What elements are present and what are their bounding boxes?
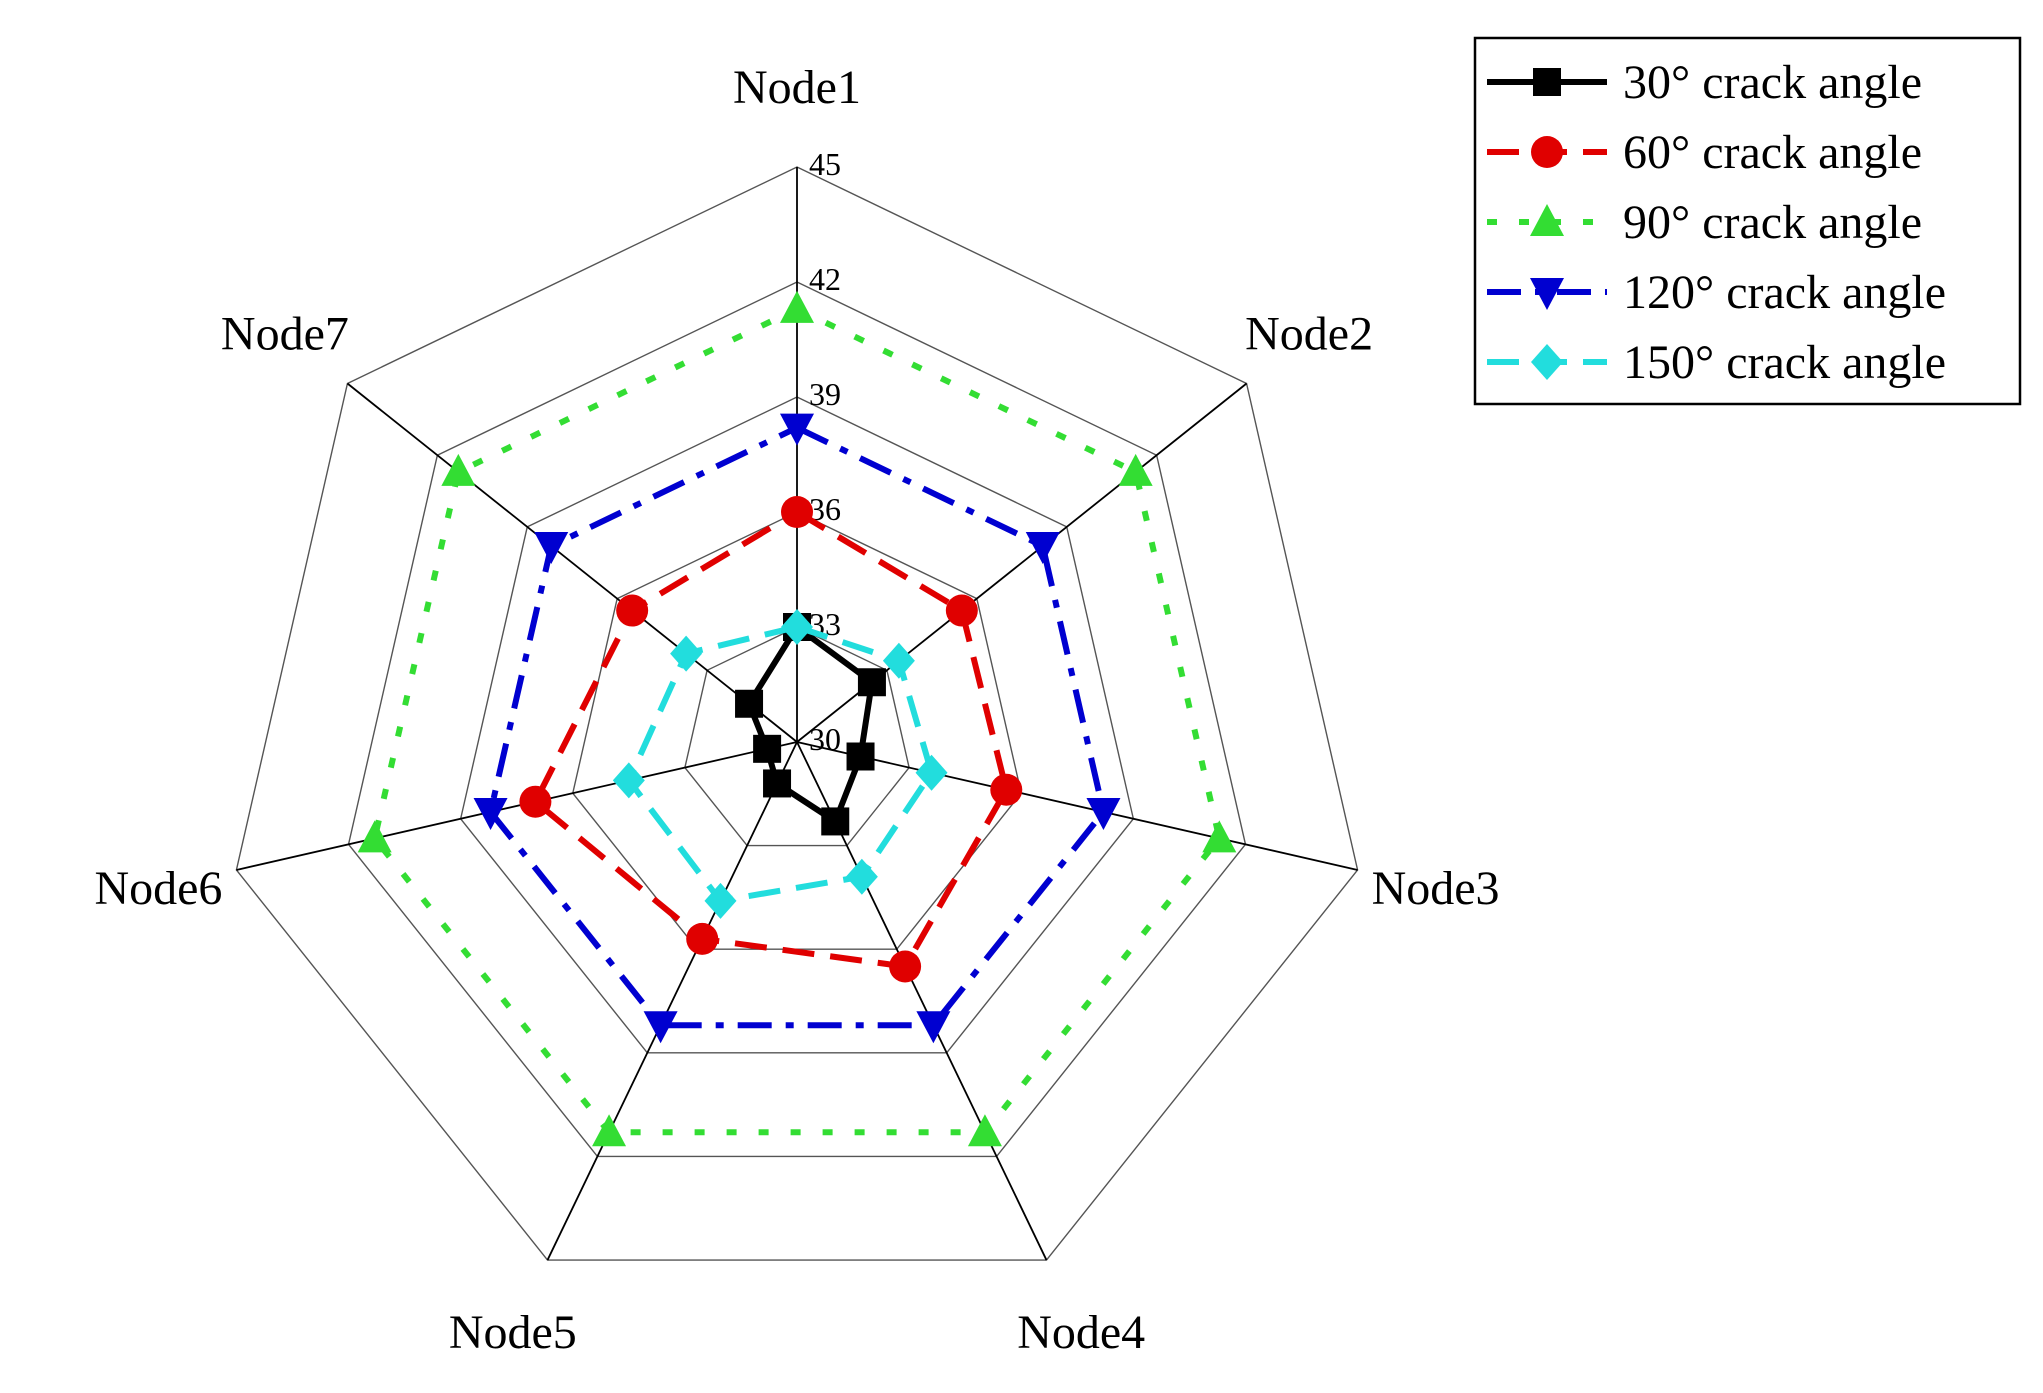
radar-grid [235,166,1359,1261]
axis-label-node1: Node1 [733,61,861,114]
grid-ring [235,166,1359,1261]
data-point [945,594,978,627]
data-point [780,290,814,323]
data-point [616,594,649,627]
data-point [916,1011,951,1044]
axis-label-node4: Node4 [1017,1306,1145,1359]
axis-spoke [546,741,798,1261]
legend-marker [1531,136,1563,168]
data-point [781,609,813,645]
series-line [532,509,1010,970]
data-point [889,950,922,983]
axis-label-node5: Node5 [449,1306,577,1359]
legend: 30° crack angle 60° crack angle 90° crack … [1473,36,2022,406]
series-5 [612,609,948,919]
axis-spoke [346,382,798,743]
data-point [990,773,1023,806]
axis-label-node7: Node7 [221,308,349,361]
data-point [473,797,508,830]
axis-spoke [236,741,798,871]
legend-entry: 90° crack angle [1487,196,1922,249]
series-line [487,424,1107,1029]
data-point [781,496,813,528]
data-point [780,413,814,446]
series-line [625,624,935,904]
data-point [1086,797,1121,830]
series-4 [473,413,1121,1044]
data-point [441,453,476,486]
data-point [612,762,645,799]
data-point [643,1011,678,1044]
legend-marker [1530,204,1564,236]
legend-label: 150° crack angle [1623,336,1946,389]
data-point [592,1114,627,1147]
legend-label: 90° crack angle [1623,196,1922,249]
legend-box [1473,36,2022,406]
legend-marker [1533,68,1561,96]
data-point [1025,532,1060,565]
axis-label-node2: Node2 [1245,308,1373,361]
data-point [735,689,764,718]
data-point [534,532,569,565]
data-point [753,734,782,763]
data-point [845,858,878,895]
axis-label-node3: Node3 [1372,862,1500,915]
series-group [357,290,1237,1147]
legend-label: 30° crack angle [1623,56,1922,109]
data-point [686,922,719,955]
node-axis-labels: Node1 Node2 Node3 Node4 Node5 Node6 Node7 [94,61,1499,1359]
data-point [967,1114,1002,1147]
series-line [371,305,1223,1136]
axis-spoke [796,741,1358,871]
data-point [357,820,392,853]
data-point [857,668,886,697]
grid-ring [347,281,1247,1158]
data-point [670,635,703,672]
legend-entry: 120° crack angle [1487,266,1946,319]
legend-entry: 30° crack angle [1487,56,1922,109]
tick-label: 42 [809,261,841,297]
series-2 [519,496,1023,983]
data-point [763,769,792,798]
data-point [519,785,552,818]
legend-marker [1530,278,1564,310]
legend-marker [1531,344,1563,380]
data-point [882,642,915,679]
tick-label: 45 [809,146,841,182]
tick-label: 30 [809,721,841,757]
legend-label: 60° crack angle [1623,126,1922,179]
data-point [821,807,850,836]
series-3 [357,290,1237,1147]
data-point [915,754,948,791]
axis-label-node6: Node6 [94,862,222,915]
legend-entry: 60° crack angle [1487,126,1922,179]
data-point [1202,820,1237,853]
grid-ring [684,626,910,847]
data-point [1118,453,1153,486]
legend-entry: 150° crack angle [1487,336,1946,389]
data-point [846,742,875,771]
data-point [704,882,737,919]
legend-label: 120° crack angle [1623,266,1946,319]
grid-ring [459,396,1135,1054]
tick-label: 39 [809,376,841,412]
